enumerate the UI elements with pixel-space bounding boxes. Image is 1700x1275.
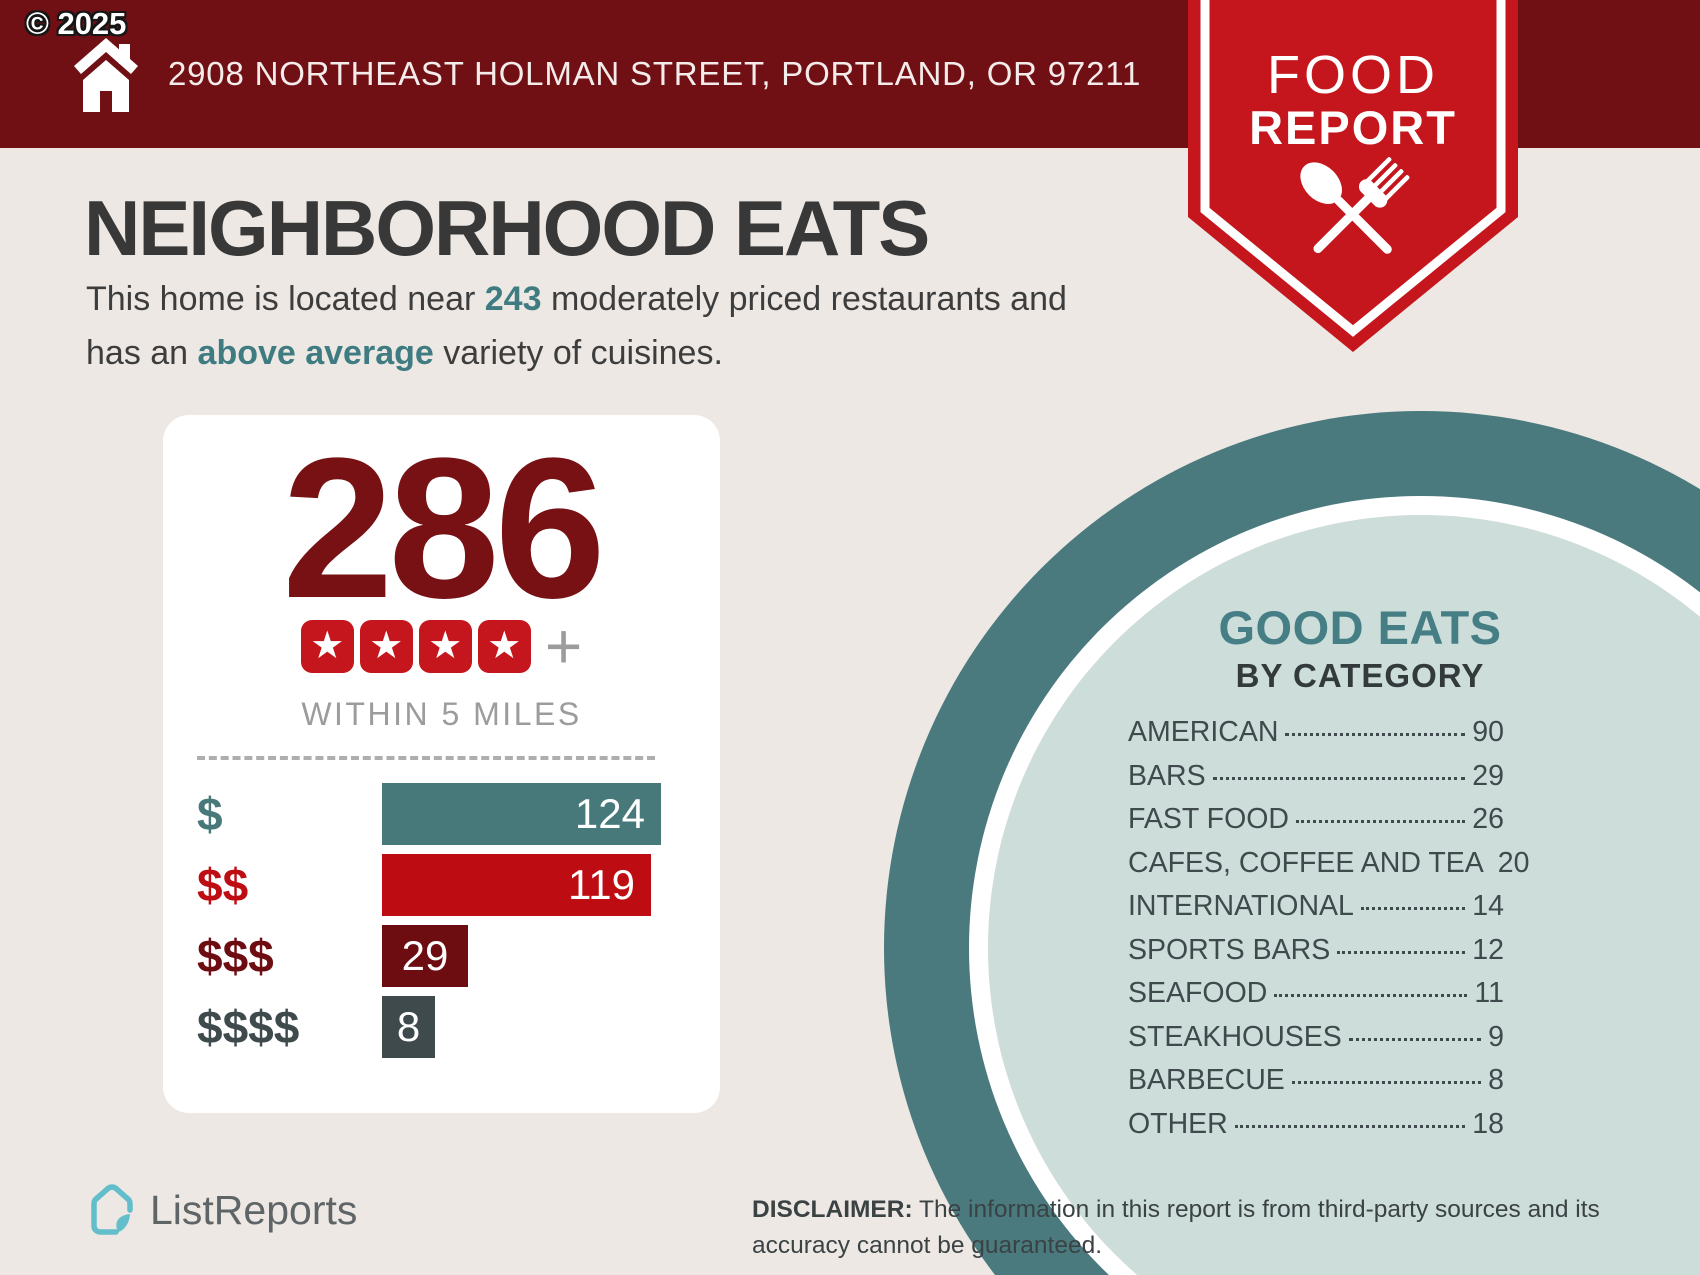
restaurant-count: 243 bbox=[484, 280, 542, 318]
rating-stars: ★ ★ ★ ★ + bbox=[163, 610, 720, 682]
dashed-divider bbox=[197, 756, 655, 760]
price-tier-label: $ bbox=[197, 788, 223, 840]
dot-leader bbox=[1291, 1081, 1482, 1084]
chart-row: $$ 119 bbox=[163, 854, 720, 916]
star-icon: ★ bbox=[300, 619, 354, 673]
good-eats-subtitle: BY CATEGORY bbox=[1235, 657, 1485, 694]
spoon-fork-icon bbox=[1300, 157, 1410, 254]
category-row: OTHER 18 bbox=[1128, 1108, 1504, 1152]
category-value: 26 bbox=[1472, 803, 1504, 835]
bar: 8 bbox=[382, 996, 435, 1058]
price-tier-label: $$ bbox=[197, 859, 249, 911]
listreports-house-icon bbox=[91, 1184, 133, 1235]
category-value: 90 bbox=[1472, 716, 1504, 748]
bar: 124 bbox=[382, 783, 661, 845]
category-label: SEAFOOD bbox=[1128, 977, 1268, 1009]
dot-leader bbox=[1337, 950, 1466, 954]
bar-value: 29 bbox=[401, 932, 449, 979]
bar-value: 124 bbox=[574, 790, 645, 837]
listreports-logo: ListReports bbox=[88, 1182, 357, 1238]
category-value: 18 bbox=[1472, 1107, 1504, 1140]
disclaimer-text: DISCLAIMER: The information in this repo… bbox=[752, 1196, 1600, 1260]
good-eats-title: GOOD EATS bbox=[1218, 601, 1502, 654]
plus-icon: + bbox=[544, 610, 583, 682]
category-label: BARS bbox=[1128, 759, 1206, 792]
category-value: 14 bbox=[1472, 890, 1504, 922]
intro-text-part: moderately priced restaurants and bbox=[541, 280, 1067, 318]
category-row: SEAFOOD 11 bbox=[1128, 977, 1504, 1021]
category-row: AMERICAN 90 bbox=[1128, 716, 1504, 760]
listreports-wordmark: ListReports bbox=[150, 1186, 358, 1233]
star-icon: ★ bbox=[359, 619, 413, 673]
category-label: CAFES, COFFEE AND TEA bbox=[1128, 846, 1484, 879]
star-icon: ★ bbox=[477, 619, 531, 673]
intro-text: This home is located near 243 moderately… bbox=[86, 272, 1067, 381]
category-row: INTERNATIONAL 14 bbox=[1128, 890, 1504, 934]
category-label: SPORTS BARS bbox=[1128, 933, 1331, 966]
page-title: NEIGHBORHOOD EATS bbox=[84, 184, 930, 272]
category-label: FAST FOOD bbox=[1128, 803, 1289, 835]
star-icon: ★ bbox=[418, 619, 472, 673]
ribbon-banner-shape bbox=[1188, 0, 1518, 352]
disclaimer-label: DISCLAIMER: bbox=[752, 1196, 913, 1223]
category-label: STEAKHOUSES bbox=[1128, 1020, 1342, 1053]
category-label: INTERNATIONAL bbox=[1128, 890, 1354, 922]
dot-leader bbox=[1212, 776, 1466, 780]
price-tier-bar-chart: $ 124 $$ 119 $$$ 29 $$$$ 8 bbox=[163, 783, 720, 1067]
dot-leader bbox=[1274, 994, 1468, 997]
chart-row: $$$$ 8 bbox=[163, 996, 720, 1058]
good-eats-header: GOOD EATS BY CATEGORY bbox=[1170, 600, 1550, 695]
price-tier-label: $$$$ bbox=[197, 1001, 300, 1053]
category-row: BARS 29 bbox=[1128, 760, 1504, 804]
radius-label: WITHIN 5 MILES bbox=[301, 696, 582, 732]
category-label: OTHER bbox=[1128, 1107, 1228, 1140]
food-report-ribbon: FOOD REPORT bbox=[1188, 0, 1518, 356]
intro-text-part: variety of cuisines. bbox=[433, 334, 723, 373]
dot-leader bbox=[1360, 907, 1466, 910]
category-row: CAFES, COFFEE AND TEA 20 bbox=[1128, 846, 1530, 891]
category-value: 12 bbox=[1472, 933, 1504, 966]
category-value: 8 bbox=[1488, 1064, 1504, 1096]
bar-value: 119 bbox=[568, 861, 635, 908]
category-label: AMERICAN bbox=[1128, 716, 1279, 748]
category-value: 9 bbox=[1488, 1020, 1504, 1053]
bar: 119 bbox=[382, 854, 651, 916]
bar-value: 8 bbox=[396, 1003, 421, 1050]
category-row: FAST FOOD 26 bbox=[1128, 803, 1504, 847]
copyright-watermark: © 2025 bbox=[26, 6, 127, 41]
dot-leader bbox=[1285, 733, 1466, 736]
category-label: BARBECUE bbox=[1128, 1064, 1285, 1096]
dot-leader bbox=[1296, 820, 1466, 823]
home-icon bbox=[74, 38, 138, 112]
category-row: BARBECUE 8 bbox=[1128, 1064, 1504, 1108]
dot-leader bbox=[1234, 1124, 1466, 1128]
property-address: 2908 NORTHEAST HOLMAN STREET, PORTLAND, … bbox=[168, 55, 1142, 92]
chart-row: $ 124 bbox=[163, 783, 720, 845]
price-tier-label: $$$ bbox=[197, 930, 274, 982]
ribbon-title-line2: REPORT bbox=[1249, 101, 1457, 154]
category-value: 20 bbox=[1497, 846, 1530, 879]
good-eats-category-list: AMERICAN 90 BARS 29 FAST FOOD 26 CAFES, COF… bbox=[1128, 716, 1530, 1152]
intro-text-part: This home is located near bbox=[86, 280, 485, 318]
category-row: SPORTS BARS 12 bbox=[1128, 934, 1504, 978]
variety-highlight: above average bbox=[197, 334, 434, 373]
bar: 29 bbox=[382, 925, 468, 987]
chart-row: $$$ 29 bbox=[163, 925, 720, 987]
dot-leader bbox=[1348, 1037, 1482, 1041]
intro-text-part: has an bbox=[86, 334, 198, 373]
category-value: 11 bbox=[1474, 977, 1504, 1009]
summary-card: 286 ★ ★ ★ ★ + WITHIN 5 MILES $ 124 $$ 11… bbox=[163, 415, 720, 1113]
category-row: STEAKHOUSES 9 bbox=[1128, 1021, 1504, 1065]
ribbon-title-line1: FOOD bbox=[1267, 45, 1439, 105]
category-value: 29 bbox=[1472, 759, 1504, 792]
total-restaurants: 286 bbox=[282, 417, 606, 640]
